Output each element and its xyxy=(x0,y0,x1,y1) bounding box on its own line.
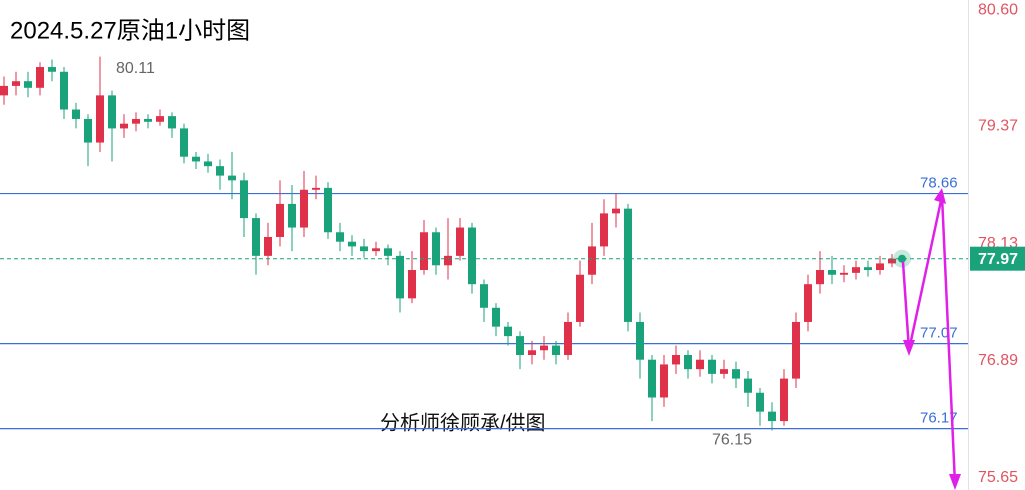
candle-body xyxy=(156,116,164,122)
candle-body xyxy=(600,213,608,247)
y-tick-label: 75.65 xyxy=(978,469,1018,486)
candle-body xyxy=(672,354,680,365)
watermark: 分析师徐顾承/供图 xyxy=(380,411,546,434)
extreme-label: 76.15 xyxy=(712,432,752,449)
level-label: 76.17 xyxy=(920,410,958,427)
forecast-path xyxy=(901,195,957,485)
candle-body xyxy=(204,161,212,167)
candle-body xyxy=(864,267,872,271)
candle-body xyxy=(432,232,440,266)
candle-body xyxy=(480,284,488,308)
candle-body xyxy=(852,267,860,273)
current-price-dot xyxy=(898,254,906,263)
candle-body xyxy=(780,378,788,422)
candle-body xyxy=(228,175,236,181)
level-label: 78.66 xyxy=(920,175,958,192)
forecast-arrows xyxy=(901,188,961,490)
candle-body xyxy=(732,369,740,379)
candle-body xyxy=(888,258,896,264)
candle-body xyxy=(324,187,332,233)
current-price-label: 77.97 xyxy=(978,251,1018,268)
candle-body xyxy=(48,67,56,72)
candle-body xyxy=(756,392,764,412)
candle-body xyxy=(444,255,452,266)
candle-body xyxy=(348,241,356,247)
candle-body xyxy=(372,248,380,252)
candle-body xyxy=(276,203,284,237)
candle-body xyxy=(552,345,560,355)
candle-body xyxy=(132,118,140,124)
candle-body xyxy=(684,354,692,370)
candle-body xyxy=(804,284,812,322)
candle-body xyxy=(0,85,8,96)
candle-body xyxy=(144,118,152,122)
extreme-label: 80.11 xyxy=(116,60,155,77)
candle-body xyxy=(240,180,248,219)
candle-body xyxy=(504,326,512,337)
candle-body xyxy=(612,208,620,214)
candle-body xyxy=(528,350,536,355)
candle-body xyxy=(192,156,200,162)
candle-body xyxy=(696,359,704,370)
candle-body xyxy=(96,95,104,143)
candle-body xyxy=(36,67,44,88)
candle-body xyxy=(408,270,416,299)
candle-body xyxy=(84,118,92,143)
candle-body xyxy=(516,336,524,355)
candle-body xyxy=(360,246,368,252)
candle-body xyxy=(60,71,68,110)
candle-body xyxy=(720,369,728,374)
arrow-head xyxy=(949,474,961,490)
candle-body xyxy=(744,378,752,393)
current-price-badge xyxy=(970,246,1025,271)
candle-body xyxy=(420,232,428,271)
candle-body xyxy=(312,187,320,190)
candle-body xyxy=(708,359,716,374)
y-tick-label: 80.60 xyxy=(978,2,1018,19)
candle-body xyxy=(660,364,668,398)
y-tick-label: 76.89 xyxy=(978,352,1018,369)
candle-body xyxy=(648,359,656,398)
candle-body xyxy=(336,232,344,242)
candle-body xyxy=(252,218,260,256)
candle-body xyxy=(216,166,224,176)
candle-body xyxy=(792,321,800,379)
candle-body xyxy=(264,236,272,256)
chart-title: 2024.5.27原油1小时图 xyxy=(10,17,250,44)
arrow-head xyxy=(903,340,915,356)
candle-body xyxy=(384,248,392,256)
candle-body xyxy=(492,307,500,327)
candle-body xyxy=(288,203,296,228)
candle-body xyxy=(468,227,476,285)
candle-body xyxy=(576,274,584,322)
candle-body xyxy=(180,128,188,157)
candle-body xyxy=(564,321,572,355)
arrow-head xyxy=(934,188,946,204)
candle-body xyxy=(840,272,848,275)
candle-body xyxy=(588,246,596,275)
candle-body xyxy=(876,263,884,271)
candle-body xyxy=(300,189,308,228)
candle-body xyxy=(12,81,20,86)
candle-body xyxy=(768,411,776,422)
candle-body xyxy=(636,321,644,360)
candle-body xyxy=(72,109,80,119)
candle-body xyxy=(24,81,32,88)
candle-body xyxy=(624,208,632,322)
candle-body xyxy=(396,255,404,299)
candle-body xyxy=(168,116,176,129)
y-tick-label: 79.37 xyxy=(978,118,1018,135)
candle-body xyxy=(828,270,836,275)
candle-body xyxy=(816,270,824,285)
level-label: 77.07 xyxy=(920,325,958,342)
candle-body xyxy=(540,345,548,351)
candle-body xyxy=(108,95,116,129)
candle-body xyxy=(456,227,464,256)
candle-body xyxy=(120,123,128,129)
